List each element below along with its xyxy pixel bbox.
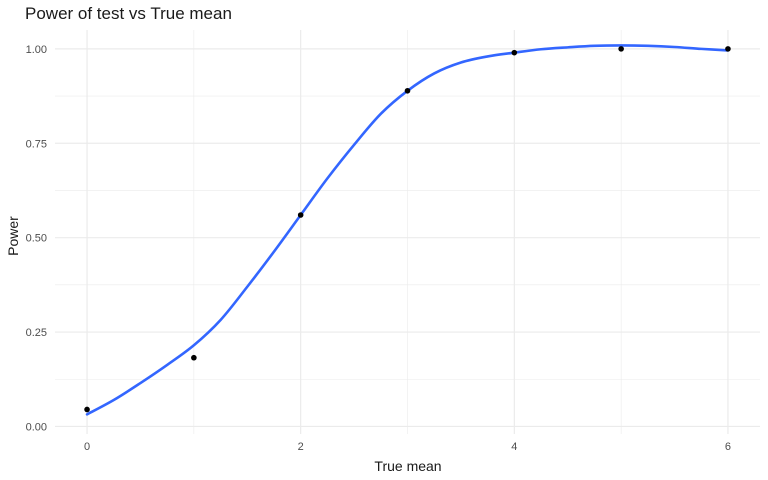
x-tick-label: 6 <box>725 441 731 453</box>
data-point <box>725 46 731 52</box>
x-tick-label: 0 <box>84 441 90 453</box>
x-tick-label: 2 <box>298 441 304 453</box>
data-points <box>84 46 731 413</box>
data-point <box>191 354 197 361</box>
y-tick-label: 0.75 <box>26 138 47 150</box>
y-tick-label: 1.00 <box>26 44 47 56</box>
data-point <box>297 212 304 218</box>
x-axis-tick-labels: 0 2 4 6 <box>84 441 731 453</box>
y-tick-label: 0.50 <box>26 233 47 245</box>
x-tick-label: 4 <box>511 441 517 453</box>
data-point <box>618 46 624 52</box>
chart-title: Power of test vs True mean <box>25 4 232 23</box>
y-tick-label: 0.25 <box>26 327 47 339</box>
y-axis-tick-labels: 0.00 0.25 0.50 0.75 1.00 <box>26 44 47 434</box>
y-tick-label: 0.00 <box>26 421 47 433</box>
data-point <box>84 406 90 413</box>
minor-gridlines <box>55 30 760 434</box>
data-point <box>404 87 411 94</box>
data-point <box>511 49 518 56</box>
x-axis-title: True mean <box>374 458 441 474</box>
major-gridlines <box>55 30 760 434</box>
y-axis-title: Power <box>5 216 21 256</box>
